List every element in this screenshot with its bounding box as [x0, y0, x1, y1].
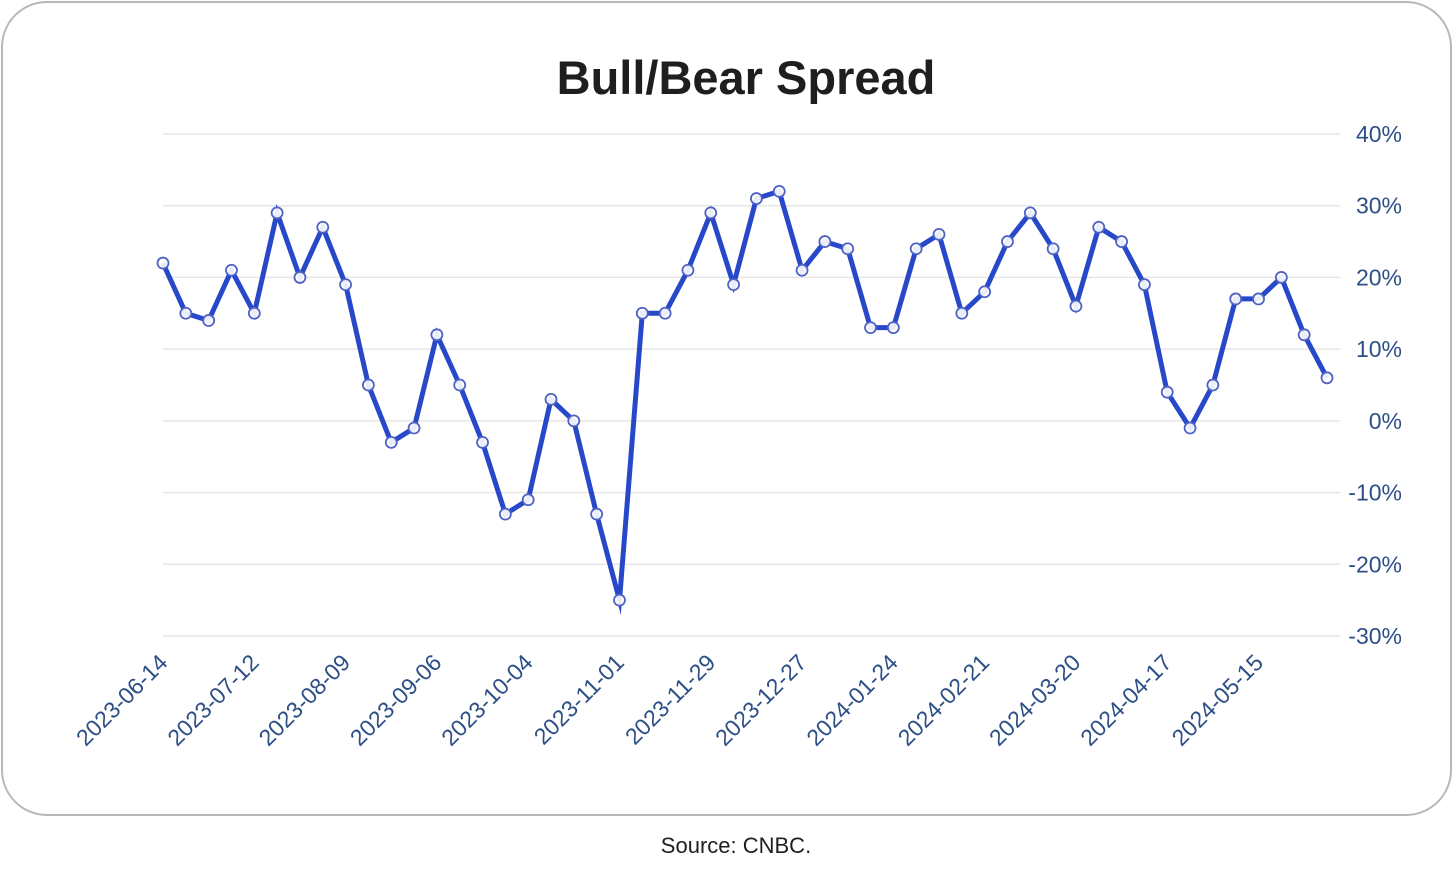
- x-tick-label: 2023-10-04: [436, 649, 538, 751]
- y-tick-label: -20%: [1348, 551, 1402, 577]
- data-point: [590, 507, 604, 521]
- x-axis-tick-labels: 2023-06-142023-07-122023-08-092023-09-06…: [71, 649, 1268, 751]
- data-point: [453, 378, 467, 392]
- series-line: [160, 188, 1330, 615]
- data-point: [156, 256, 170, 270]
- data-point: [681, 263, 695, 277]
- data-point: [750, 192, 763, 205]
- data-point: [407, 421, 421, 435]
- data-point: [818, 235, 832, 248]
- data-point: [179, 306, 193, 320]
- y-tick-label: -10%: [1348, 480, 1402, 506]
- data-point: [476, 435, 489, 449]
- data-point: [1206, 378, 1220, 392]
- data-point: [1297, 328, 1311, 342]
- data-point: [841, 242, 855, 256]
- x-tick-label: 2024-05-15: [1166, 649, 1268, 751]
- y-tick-label: 0%: [1369, 408, 1402, 434]
- x-tick-label: 2024-03-20: [984, 649, 1086, 751]
- data-point: [430, 328, 444, 342]
- x-tick-label: 2023-06-14: [71, 649, 173, 751]
- x-tick-label: 2023-09-06: [345, 649, 447, 751]
- data-point: [567, 414, 581, 428]
- y-tick-label: 40%: [1356, 121, 1402, 147]
- data-point: [498, 507, 512, 521]
- y-tick-label: 10%: [1356, 336, 1402, 362]
- data-point: [772, 184, 786, 198]
- data-point: [795, 263, 809, 277]
- x-tick-label: 2024-01-24: [801, 649, 903, 751]
- data-points: [156, 184, 1334, 607]
- x-tick-label: 2024-04-17: [1075, 649, 1177, 751]
- data-point: [247, 306, 261, 320]
- data-point: [270, 206, 284, 220]
- x-tick-label: 2023-07-12: [162, 649, 264, 751]
- data-point: [1320, 371, 1334, 385]
- data-point: [1001, 235, 1014, 248]
- data-point: [886, 321, 900, 335]
- data-point: [1069, 299, 1083, 313]
- data-point: [1115, 235, 1128, 248]
- data-point: [635, 306, 649, 320]
- data-point: [1229, 292, 1243, 306]
- data-point: [293, 271, 307, 284]
- data-point: [1274, 271, 1288, 284]
- y-tick-label: -30%: [1348, 623, 1402, 649]
- data-point: [339, 278, 352, 292]
- data-point: [1092, 220, 1106, 234]
- data-point: [658, 306, 672, 320]
- chart-title: Bull/Bear Spread: [556, 51, 936, 104]
- data-point: [955, 306, 969, 320]
- data-point: [727, 278, 740, 292]
- data-point: [1252, 292, 1265, 306]
- data-point: [202, 314, 216, 327]
- chart-card: [1, 1, 1452, 816]
- data-point: [384, 435, 398, 449]
- data-point: [544, 392, 558, 406]
- data-point: [1183, 421, 1197, 435]
- data-point: [225, 263, 238, 277]
- x-tick-label: 2023-11-01: [529, 649, 629, 749]
- data-point: [1046, 242, 1060, 256]
- gridlines: [163, 133, 1340, 637]
- data-point: [613, 593, 626, 607]
- data-point: [978, 285, 992, 299]
- y-tick-label: 30%: [1356, 193, 1402, 219]
- data-point: [1138, 278, 1151, 292]
- source-note: Source: CNBC.: [660, 833, 812, 858]
- data-point: [909, 242, 923, 256]
- data-point: [1023, 206, 1037, 220]
- data-point: [932, 227, 946, 241]
- data-point: [521, 493, 535, 507]
- data-point: [704, 206, 718, 220]
- y-tick-label: 20%: [1356, 264, 1402, 290]
- x-tick-label: 2023-11-29: [620, 649, 720, 749]
- x-tick-label: 2024-02-21: [893, 649, 995, 751]
- data-point: [362, 378, 375, 392]
- series-polyline: [160, 188, 1330, 615]
- x-tick-label: 2023-08-09: [254, 649, 356, 751]
- data-point: [316, 220, 330, 234]
- data-point: [864, 321, 877, 335]
- data-point: [1160, 385, 1174, 399]
- x-tick-label: 2023-12-27: [710, 649, 812, 751]
- y-axis-tick-labels: 40% 30% 20% 10% 0% -10% -20% -30%: [1348, 121, 1402, 649]
